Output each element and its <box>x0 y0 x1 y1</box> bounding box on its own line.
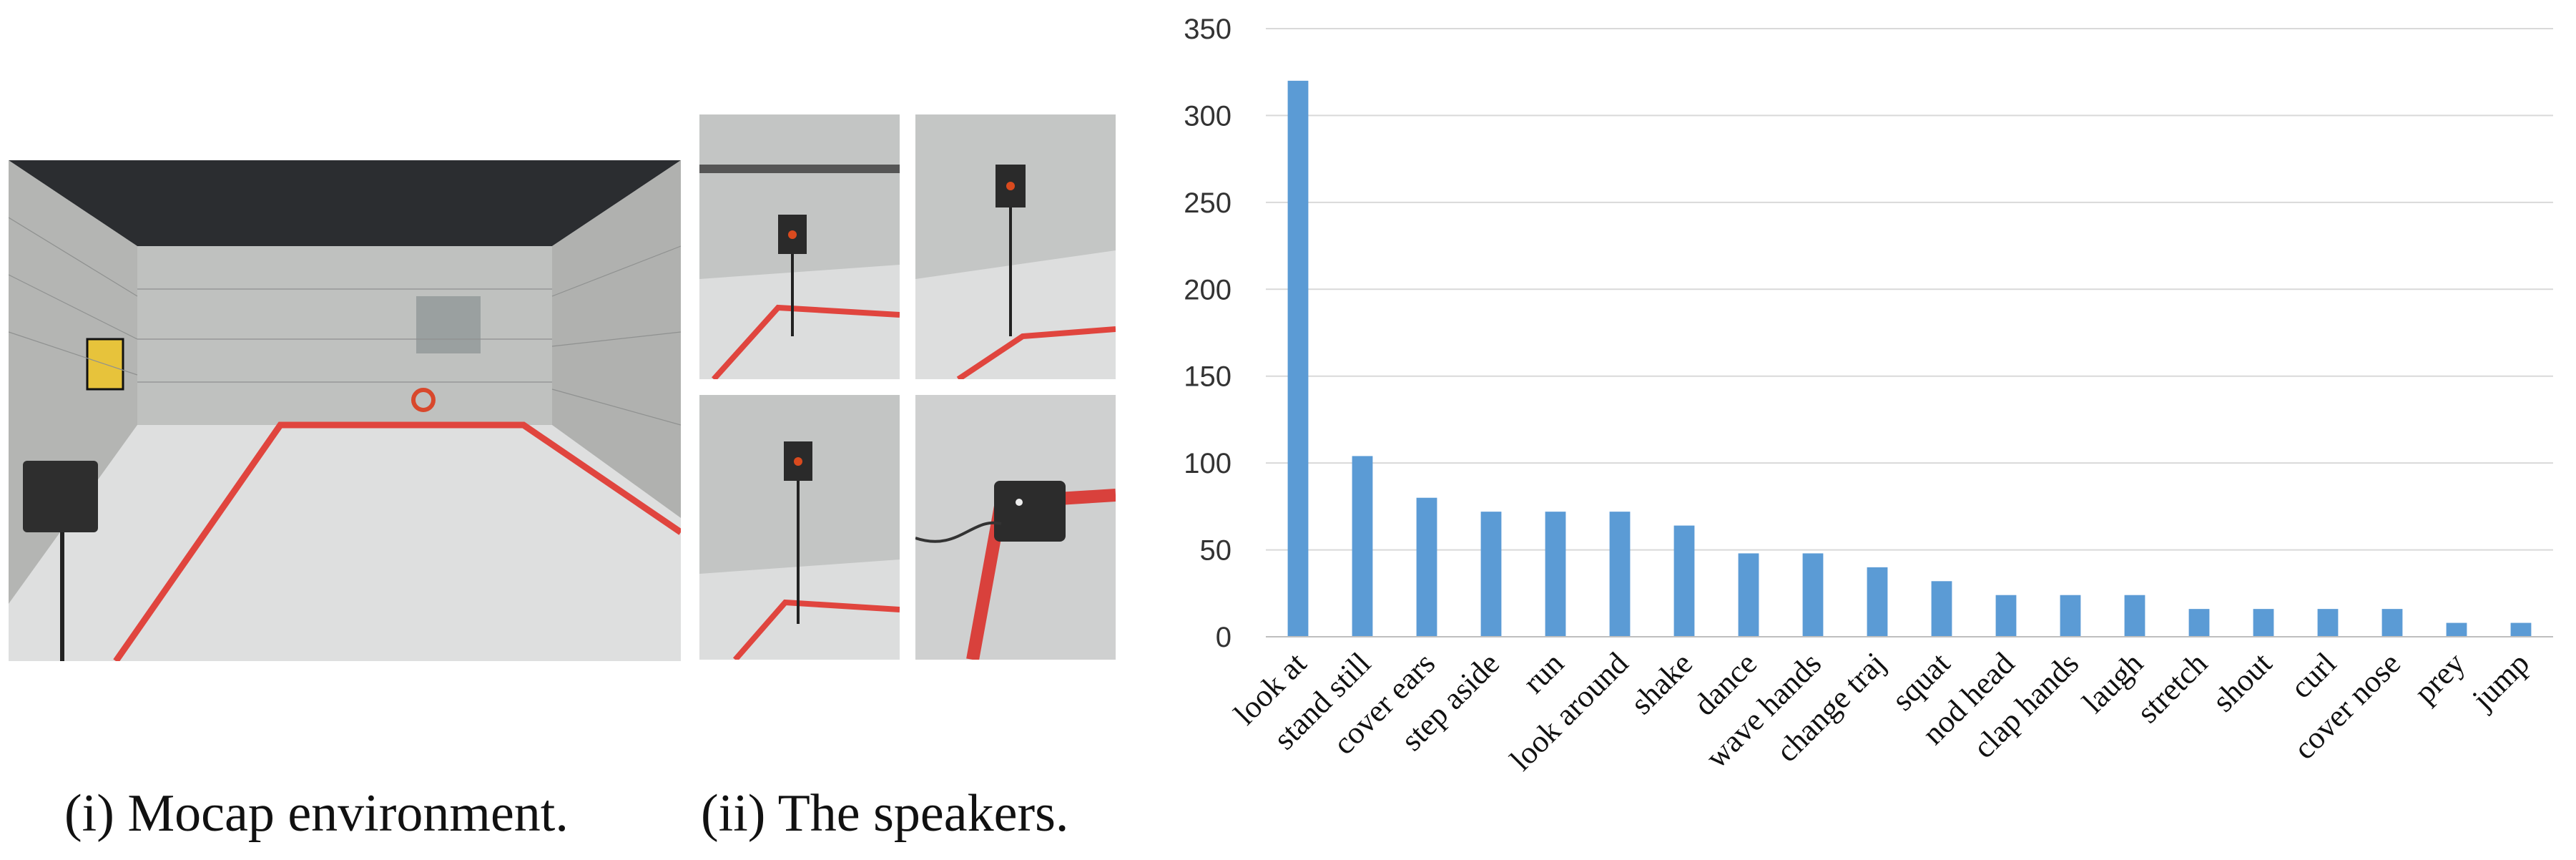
bar-look-around <box>1609 512 1631 637</box>
bar-change-traj <box>1867 567 1888 637</box>
y-axis-ticks: 0 50 100 150 200 250 300 350 <box>1184 14 1232 653</box>
bar-squat <box>1931 581 1952 637</box>
y-tick-label: 200 <box>1184 274 1232 306</box>
bar-prey <box>2446 622 2467 637</box>
x-tick-label: stretch <box>2130 645 2214 730</box>
bar-cover-ears <box>1416 497 1437 637</box>
bars <box>1287 80 2532 637</box>
y-tick-label: 100 <box>1184 448 1232 479</box>
bar-laugh <box>2124 595 2145 637</box>
x-tick-label: shout <box>2206 645 2278 718</box>
x-tick-label: prey <box>2407 645 2472 710</box>
bar-cover-nose <box>2381 609 2403 637</box>
y-tick-label: 300 <box>1184 100 1232 132</box>
bar-curl <box>2317 609 2339 637</box>
x-tick-label: look around <box>1503 645 1635 777</box>
bar-wave-hands <box>1802 553 1824 637</box>
bar-dance <box>1738 553 1759 637</box>
speaker-photo-4 <box>915 395 1116 660</box>
bar-nod-head <box>1995 595 2017 637</box>
mocap-environment-photo <box>9 160 681 661</box>
x-tick-label: shake <box>1624 645 1699 720</box>
speaker-photo-2 <box>915 114 1116 379</box>
y-tick-label: 250 <box>1184 187 1232 219</box>
bar-jump <box>2510 622 2532 637</box>
speaker-photo-3 <box>699 395 900 660</box>
y-tick-label: 350 <box>1184 14 1232 45</box>
bar-run <box>1545 512 1566 637</box>
y-tick-label: 150 <box>1184 361 1232 393</box>
bar-look-at <box>1287 80 1309 637</box>
caption-speakers: (ii) The speakers. <box>701 784 1069 843</box>
bar-shake <box>1673 525 1695 637</box>
x-tick-label: jump <box>2464 645 2536 717</box>
caption-mocap-environment: (i) Mocap environment. <box>64 784 569 843</box>
speaker-photo-1 <box>699 114 900 379</box>
bar-stand-still <box>1352 456 1373 637</box>
y-tick-label: 0 <box>1216 622 1232 653</box>
y-tick-label: 50 <box>1200 535 1232 567</box>
bar-step-aside <box>1480 512 1502 637</box>
x-tick-label: run <box>1516 645 1570 700</box>
bar-clap-hands <box>2060 595 2081 637</box>
gridlines <box>1266 28 2553 551</box>
bar-shout <box>2253 609 2274 637</box>
bar-stretch <box>2188 609 2210 637</box>
